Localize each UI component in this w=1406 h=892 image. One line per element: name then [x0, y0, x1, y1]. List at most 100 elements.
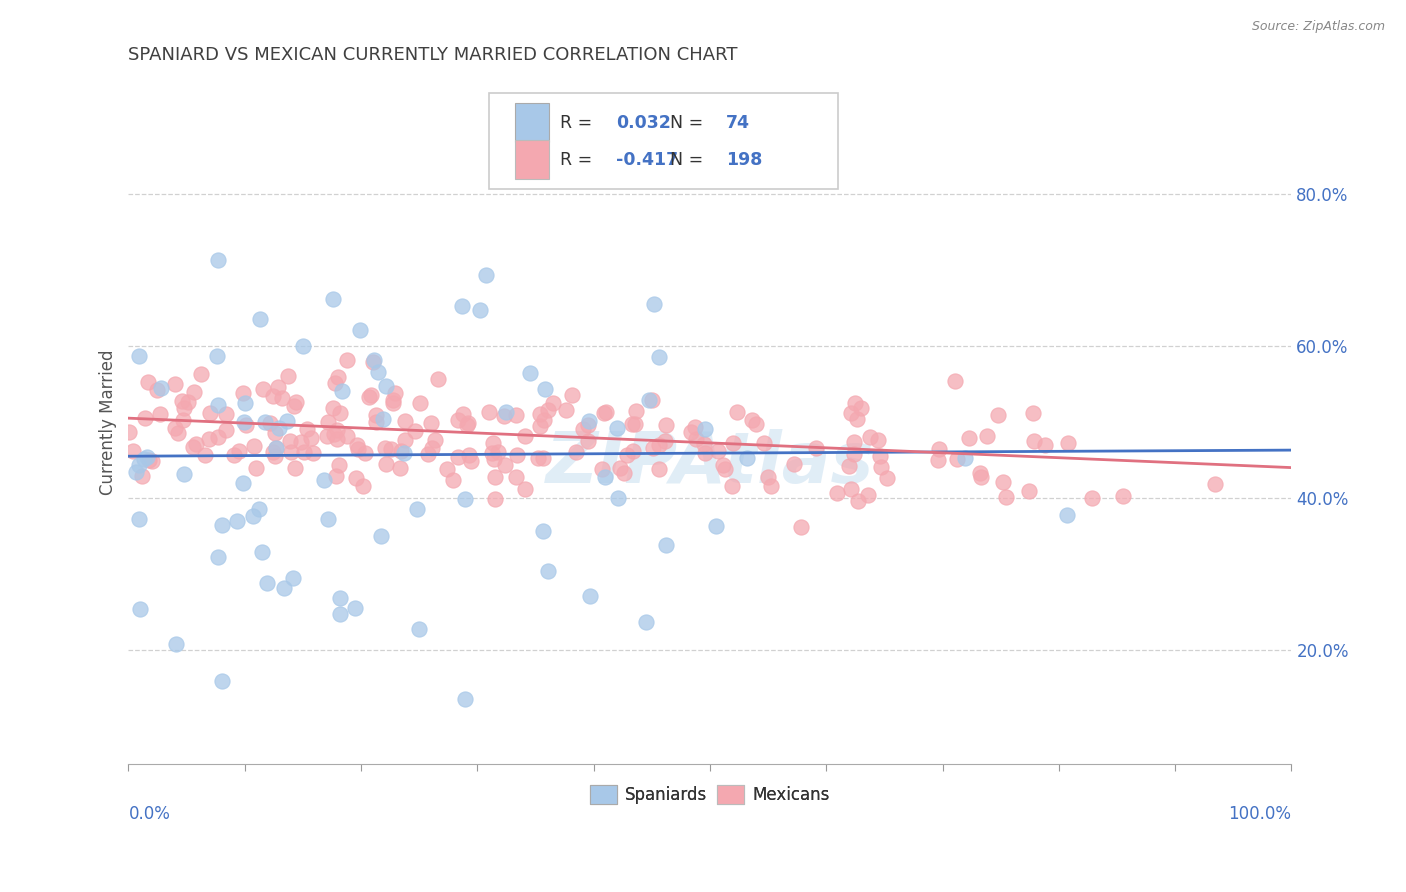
- Point: [478, 405, 501, 419]
- Text: N =: N =: [671, 114, 709, 132]
- Point: [394, 446, 416, 460]
- Point: [250, 545, 273, 559]
- Point: [149, 381, 172, 395]
- Point: [336, 353, 359, 368]
- FancyBboxPatch shape: [515, 140, 550, 179]
- Point: [349, 323, 371, 337]
- Point: [163, 421, 186, 435]
- Point: [606, 421, 628, 435]
- Point: [711, 458, 734, 472]
- Point: [591, 462, 613, 476]
- Point: [533, 413, 555, 427]
- Point: [484, 470, 506, 484]
- Point: [870, 459, 893, 474]
- Point: [643, 297, 665, 311]
- Point: [211, 674, 233, 689]
- Point: [953, 451, 976, 466]
- Point: [328, 458, 350, 472]
- Point: [458, 448, 481, 462]
- Point: [994, 491, 1017, 505]
- Point: [858, 430, 880, 444]
- Point: [370, 528, 392, 542]
- Point: [284, 461, 307, 475]
- Y-axis label: Currently Married: Currently Married: [100, 349, 117, 495]
- Point: [352, 479, 374, 493]
- Point: [869, 449, 891, 463]
- Point: [1021, 405, 1043, 419]
- Point: [648, 462, 671, 476]
- Point: [846, 494, 869, 508]
- Point: [122, 444, 145, 458]
- Point: [987, 409, 1010, 423]
- Legend: Spaniards, Mexicans: Spaniards, Mexicans: [583, 778, 837, 811]
- Point: [316, 415, 339, 429]
- Point: [128, 511, 150, 525]
- Point: [470, 303, 492, 318]
- Point: [681, 425, 703, 439]
- Point: [405, 502, 427, 516]
- Point: [166, 637, 188, 651]
- Point: [969, 470, 991, 484]
- Point: [616, 448, 638, 462]
- Point: [125, 465, 148, 479]
- Point: [262, 388, 284, 402]
- Point: [375, 379, 398, 393]
- Point: [361, 355, 384, 369]
- Point: [228, 443, 250, 458]
- Point: [254, 415, 277, 429]
- Point: [360, 388, 382, 402]
- Point: [264, 442, 287, 456]
- Point: [200, 406, 222, 420]
- Point: [456, 417, 478, 432]
- Point: [418, 447, 440, 461]
- Point: [278, 434, 301, 448]
- Point: [741, 413, 763, 427]
- Point: [928, 442, 950, 457]
- Point: [839, 406, 862, 420]
- Point: [790, 520, 813, 534]
- Point: [426, 372, 449, 386]
- Point: [232, 476, 254, 491]
- Point: [529, 419, 551, 434]
- Point: [273, 581, 295, 595]
- Point: [531, 450, 554, 465]
- Text: 74: 74: [727, 114, 751, 132]
- Point: [453, 491, 475, 506]
- Point: [215, 424, 238, 438]
- Point: [579, 589, 602, 603]
- Point: [704, 518, 727, 533]
- Point: [441, 473, 464, 487]
- Point: [167, 425, 190, 440]
- Point: [486, 445, 509, 459]
- Point: [346, 438, 368, 452]
- Point: [695, 446, 717, 460]
- Point: [515, 483, 537, 497]
- Point: [868, 433, 890, 447]
- Text: Source: ZipAtlas.com: Source: ZipAtlas.com: [1251, 20, 1385, 33]
- Point: [804, 441, 827, 455]
- Point: [232, 386, 254, 401]
- Point: [297, 422, 319, 436]
- Point: [292, 445, 315, 459]
- Point: [533, 524, 555, 538]
- Point: [1022, 434, 1045, 448]
- Point: [281, 571, 304, 585]
- Point: [325, 469, 347, 483]
- Point: [207, 398, 229, 412]
- Point: [242, 438, 264, 452]
- Point: [224, 448, 246, 462]
- Text: 0.032: 0.032: [616, 114, 671, 132]
- Point: [451, 299, 474, 313]
- Point: [420, 441, 443, 455]
- Point: [136, 375, 159, 389]
- Point: [454, 692, 477, 706]
- Point: [1204, 477, 1226, 491]
- Point: [330, 384, 353, 399]
- Text: N =: N =: [671, 151, 709, 169]
- Point: [336, 428, 359, 442]
- Point: [388, 461, 411, 475]
- Point: [593, 470, 616, 484]
- Point: [141, 453, 163, 467]
- Point: [494, 409, 516, 423]
- Point: [357, 391, 380, 405]
